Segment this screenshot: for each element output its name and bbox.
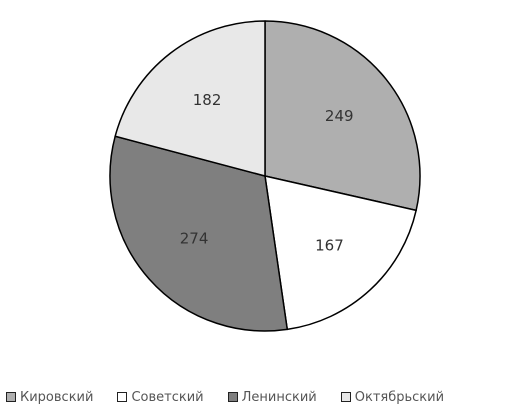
legend-label-3: Ленинский	[241, 389, 317, 405]
legend-item-1: Кировский	[6, 390, 93, 405]
slice-value-label-4: 182	[193, 91, 222, 109]
pie-slice-3	[109, 135, 289, 332]
pie-slice-2	[264, 175, 417, 331]
pie-slice-1	[264, 20, 421, 212]
legend-item-3: Ленинский	[227, 389, 317, 405]
pie-slices	[109, 20, 421, 332]
pie-slice-4	[114, 20, 266, 177]
legend-label-2: Советский	[131, 389, 204, 405]
legend-swatch-3	[227, 392, 238, 402]
legend-swatch-1	[6, 392, 16, 402]
slice-value-label-2: 167	[315, 236, 344, 254]
slice-value-label-3: 274	[180, 230, 209, 248]
pie-data-labels: 249 167 274 182	[180, 91, 354, 254]
legend-item-4: Октябрьский	[340, 389, 445, 405]
slice-value-label-1: 249	[325, 107, 354, 125]
legend-label-4: Октябрьский	[354, 389, 445, 405]
legend-item-2: Советский	[117, 389, 204, 405]
legend-label-1: Кировский	[20, 389, 94, 405]
legend-swatch-2	[117, 392, 128, 402]
legend: Кировский Советский Ленинский Октябрьский	[6, 388, 518, 406]
legend-swatch-4	[340, 392, 351, 402]
